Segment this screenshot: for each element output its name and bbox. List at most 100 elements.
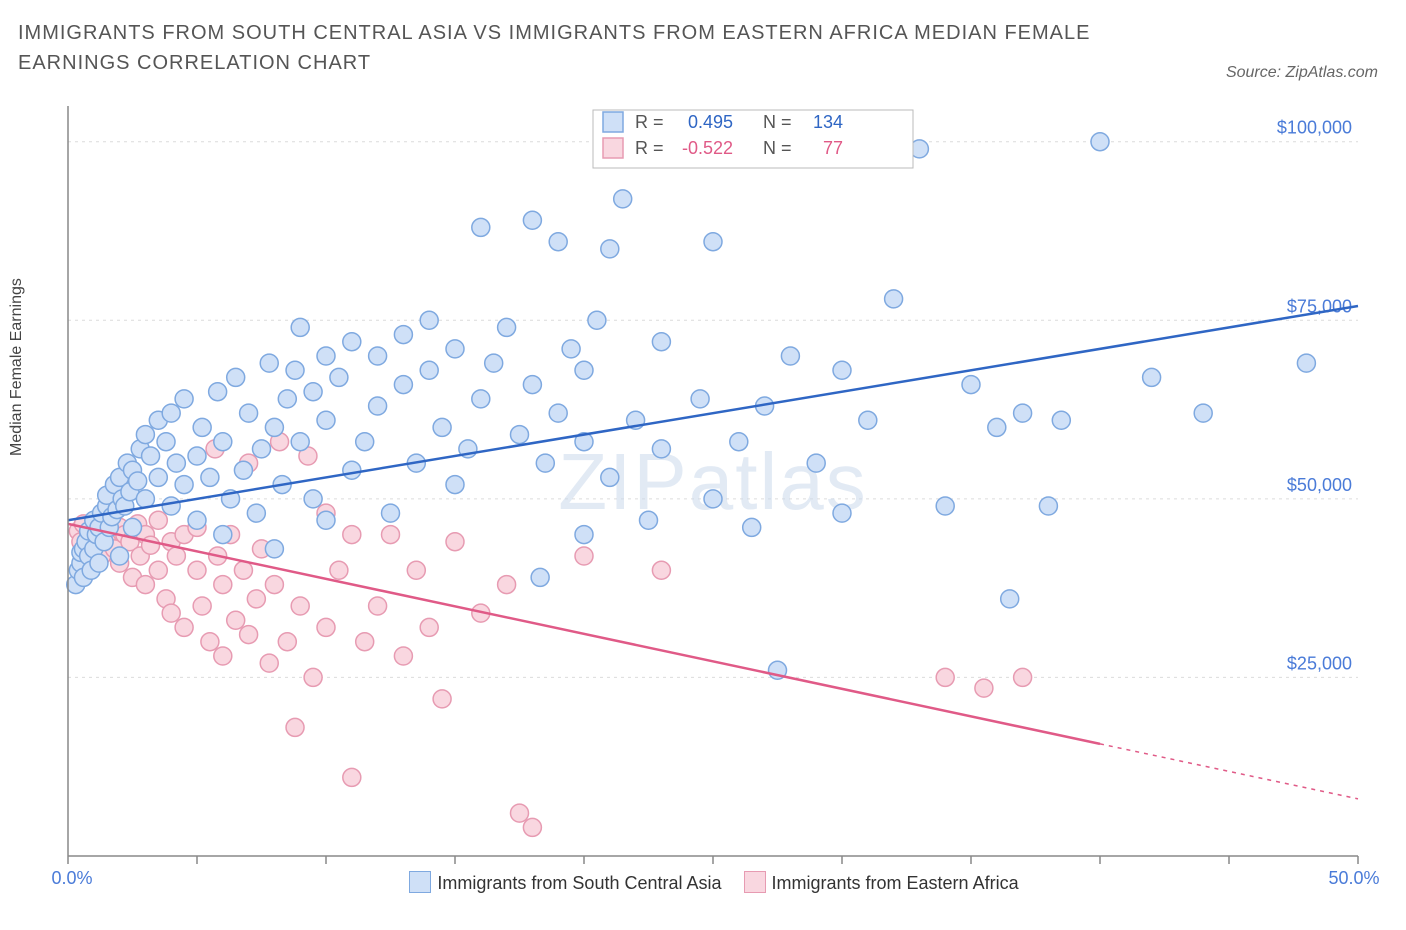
data-point-pink <box>201 633 219 651</box>
svg-text:-0.522: -0.522 <box>682 138 733 158</box>
data-point-pink <box>278 633 296 651</box>
data-point-pink <box>214 576 232 594</box>
data-point-pink <box>149 561 167 579</box>
data-point-blue <box>142 447 160 465</box>
data-point-blue <box>291 433 309 451</box>
data-point-blue <box>833 361 851 379</box>
data-point-blue <box>833 504 851 522</box>
data-point-blue <box>175 390 193 408</box>
data-point-pink <box>304 668 322 686</box>
data-point-blue <box>549 233 567 251</box>
data-point-blue <box>691 390 709 408</box>
data-point-blue <box>485 354 503 372</box>
data-point-blue <box>472 218 490 236</box>
series-legend: Immigrants from South Central AsiaImmigr… <box>18 871 1388 894</box>
svg-text:R =: R = <box>635 112 664 132</box>
data-point-blue <box>1194 404 1212 422</box>
data-point-blue <box>162 404 180 422</box>
svg-text:R =: R = <box>635 138 664 158</box>
data-point-blue <box>523 211 541 229</box>
svg-text:77: 77 <box>823 138 843 158</box>
data-point-blue <box>317 511 335 529</box>
data-point-blue <box>1039 497 1057 515</box>
data-point-pink <box>575 547 593 565</box>
data-point-blue <box>549 404 567 422</box>
data-point-blue <box>420 311 438 329</box>
data-point-blue <box>446 476 464 494</box>
chart-title: IMMIGRANTS FROM SOUTH CENTRAL ASIA VS IM… <box>18 18 1206 78</box>
data-point-pink <box>175 618 193 636</box>
data-point-blue <box>330 368 348 386</box>
data-point-blue <box>1143 368 1161 386</box>
data-point-blue <box>286 361 304 379</box>
source-label: Source: ZipAtlas.com <box>1226 64 1378 82</box>
trend-line-pink-dashed <box>1100 744 1358 799</box>
data-point-pink <box>382 526 400 544</box>
data-point-blue <box>90 554 108 572</box>
data-point-blue <box>730 433 748 451</box>
chart-area: Median Female Earnings $25,000$50,000$75… <box>18 96 1388 896</box>
data-point-blue <box>472 390 490 408</box>
data-point-blue <box>188 447 206 465</box>
data-point-pink <box>317 618 335 636</box>
data-point-blue <box>136 426 154 444</box>
data-point-blue <box>498 318 516 336</box>
data-point-blue <box>209 383 227 401</box>
data-point-pink <box>1014 668 1032 686</box>
data-point-blue <box>781 347 799 365</box>
legend-label: Immigrants from Eastern Africa <box>772 873 1019 893</box>
data-point-blue <box>343 461 361 479</box>
data-point-blue <box>343 333 361 351</box>
legend-swatch-pink <box>603 138 623 158</box>
data-point-blue <box>240 404 258 422</box>
data-point-pink <box>394 647 412 665</box>
data-point-blue <box>291 318 309 336</box>
legend-swatch <box>744 871 766 893</box>
data-point-pink <box>149 511 167 529</box>
data-point-blue <box>1297 354 1315 372</box>
data-point-blue <box>369 397 387 415</box>
data-point-blue <box>149 468 167 486</box>
data-point-blue <box>265 540 283 558</box>
data-point-blue <box>234 461 252 479</box>
data-point-blue <box>214 433 232 451</box>
data-point-blue <box>988 418 1006 436</box>
data-point-pink <box>420 618 438 636</box>
data-point-blue <box>531 568 549 586</box>
data-point-blue <box>129 472 147 490</box>
data-point-pink <box>162 604 180 622</box>
data-point-pink <box>330 561 348 579</box>
data-point-blue <box>124 518 142 536</box>
data-point-pink <box>652 561 670 579</box>
svg-text:N =: N = <box>763 138 792 158</box>
data-point-pink <box>167 547 185 565</box>
data-point-blue <box>446 340 464 358</box>
data-point-blue <box>562 340 580 358</box>
svg-text:$25,000: $25,000 <box>1287 653 1352 673</box>
data-point-pink <box>247 590 265 608</box>
data-point-blue <box>382 504 400 522</box>
data-point-blue <box>1091 133 1109 151</box>
data-point-blue <box>394 376 412 394</box>
data-point-blue <box>807 454 825 472</box>
scatter-plot: $25,000$50,000$75,000$100,000ZIPatlas0.0… <box>18 96 1388 896</box>
data-point-pink <box>240 626 258 644</box>
data-point-blue <box>523 376 541 394</box>
data-point-blue <box>278 390 296 408</box>
data-point-blue <box>265 418 283 436</box>
data-point-blue <box>317 347 335 365</box>
data-point-blue <box>743 518 761 536</box>
data-point-blue <box>304 383 322 401</box>
data-point-blue <box>1052 411 1070 429</box>
data-point-pink <box>511 804 529 822</box>
data-point-blue <box>111 547 129 565</box>
data-point-blue <box>652 333 670 351</box>
data-point-blue <box>157 433 175 451</box>
svg-text:$50,000: $50,000 <box>1287 475 1352 495</box>
svg-text:$100,000: $100,000 <box>1277 118 1352 138</box>
data-point-blue <box>227 368 245 386</box>
data-point-blue <box>1001 590 1019 608</box>
data-point-blue <box>575 361 593 379</box>
data-point-pink <box>343 526 361 544</box>
data-point-blue <box>601 240 619 258</box>
